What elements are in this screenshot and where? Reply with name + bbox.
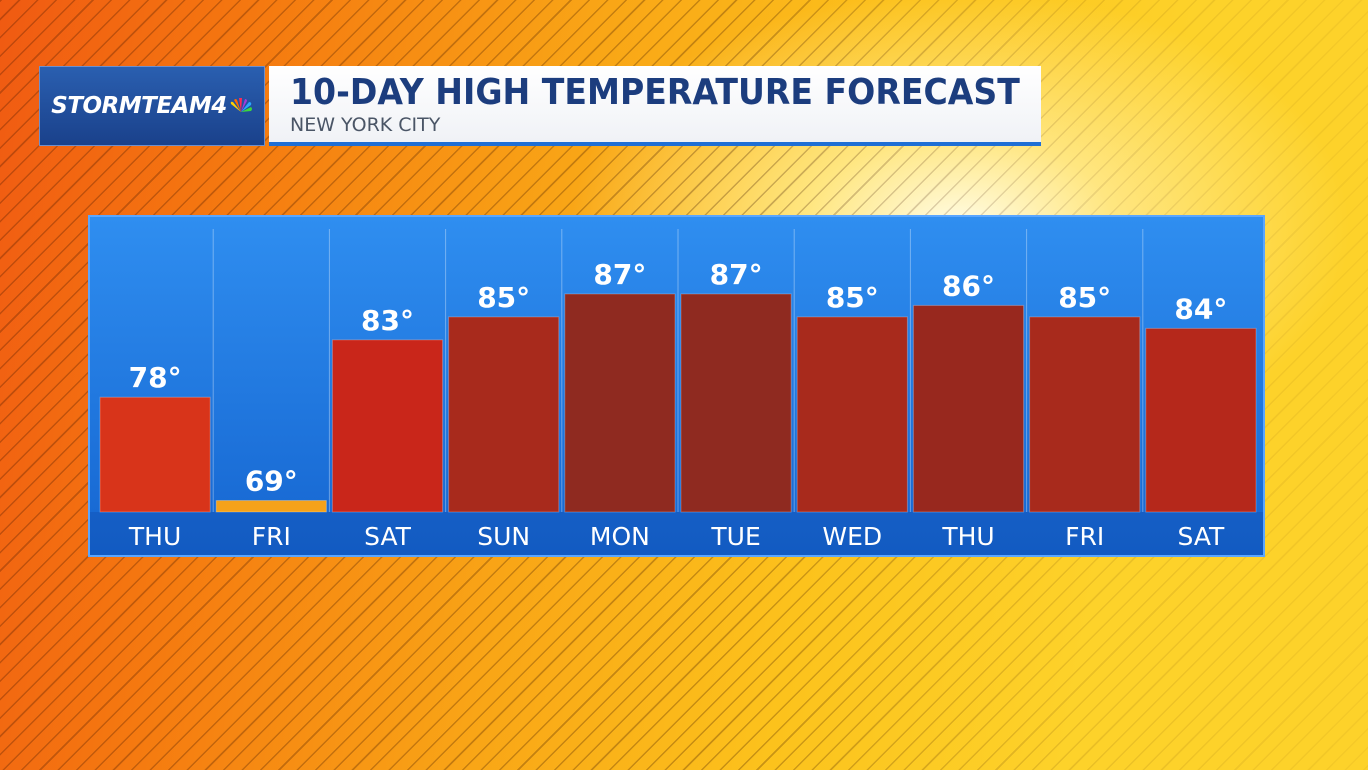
temperature-value-label: 87° (710, 258, 763, 291)
nbc-peacock-icon (230, 98, 252, 112)
chart-title: 10-DAY HIGH TEMPERATURE FORECAST (290, 72, 1020, 113)
logo-text: STORMTEAM4 (51, 93, 227, 119)
day-label: TUE (710, 522, 760, 551)
title-banner: 10-DAY HIGH TEMPERATURE FORECAST NEW YOR… (269, 66, 1041, 146)
day-label: FRI (1065, 522, 1104, 551)
day-label: SUN (477, 522, 530, 551)
temperature-value-label: 87° (593, 258, 646, 291)
day-label: SAT (1178, 522, 1225, 551)
temperature-value-label: 85° (1058, 281, 1111, 314)
day-label: WED (822, 522, 882, 551)
temperature-value-label: 85° (477, 281, 530, 314)
temperature-bar (796, 316, 908, 513)
temperature-value-label: 69° (245, 465, 298, 498)
temperature-value-label: 83° (361, 304, 414, 337)
temperature-value-label: 86° (942, 269, 995, 302)
day-label: FRI (252, 522, 291, 551)
temperature-value-label: 85° (826, 281, 879, 314)
forecast-chart-panel: 78° THU 69° FRI 83° SAT 85° SUN 87° MON 87° TUE 85° W… (88, 215, 1265, 557)
stormteam4-logo: STORMTEAM4 (39, 66, 265, 146)
temperature-value-label: 78° (129, 361, 182, 394)
day-label: THU (941, 522, 994, 551)
day-label: MON (590, 522, 650, 551)
temperature-bar (448, 316, 560, 513)
temperature-value-label: 84° (1174, 292, 1227, 325)
chart-subtitle: NEW YORK CITY (290, 114, 441, 136)
temperature-bar (1029, 316, 1141, 513)
temperature-bar (215, 500, 327, 513)
temperature-bar (912, 304, 1025, 513)
temperature-bar (1145, 327, 1257, 513)
day-label-strip (90, 512, 1263, 555)
forecast-bar-chart: 78° THU 69° FRI 83° SAT 85° SUN 87° MON 87° TUE 85° W… (90, 229, 1263, 555)
temperature-bar (99, 396, 211, 513)
day-label: SAT (364, 522, 411, 551)
day-label: THU (128, 522, 181, 551)
temperature-bar (331, 339, 444, 513)
temperature-bar (564, 293, 676, 513)
temperature-bar (680, 293, 792, 513)
